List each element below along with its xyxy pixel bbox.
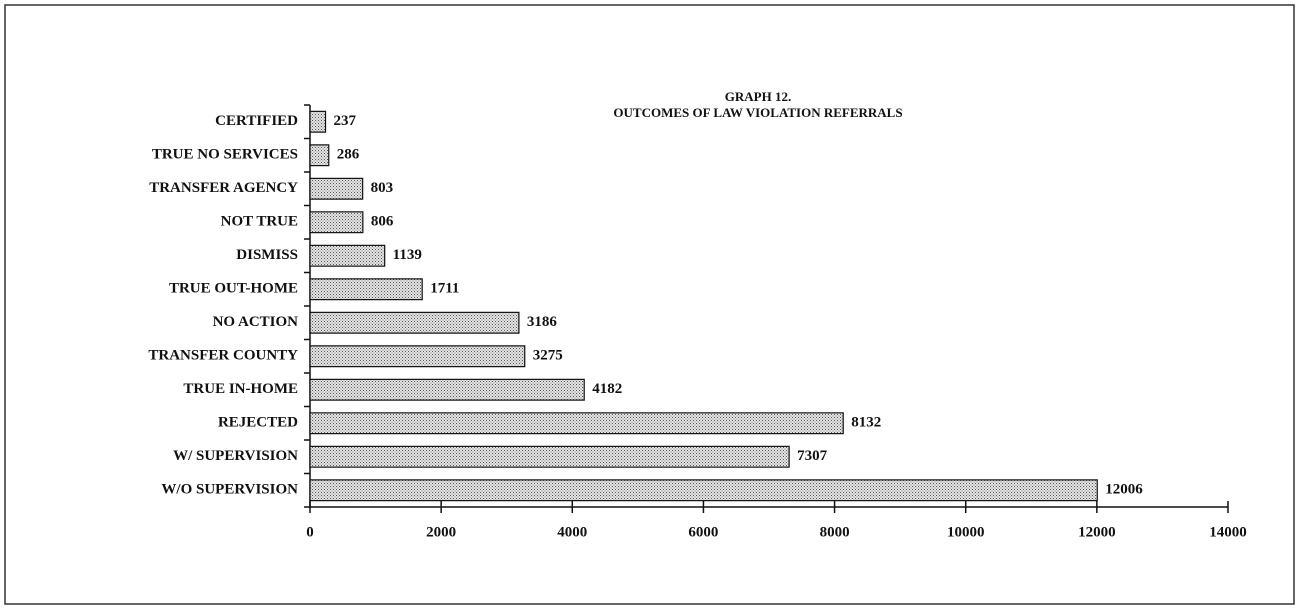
y-tick-label: CERTIFIED [215, 113, 298, 129]
frame [4, 4, 1295, 605]
value-label: 4182 [592, 381, 622, 397]
value-label: 1711 [430, 281, 459, 297]
x-tick-label: 0 [306, 524, 314, 540]
bar [309, 345, 526, 368]
x-tick-label: 10000 [947, 524, 985, 540]
y-tick-label: NOT TRUE [221, 214, 298, 230]
value-label: 12006 [1105, 482, 1143, 498]
x-tick-label: 4000 [557, 524, 587, 540]
y-tick-label: REJECTED [218, 415, 298, 431]
bar [309, 445, 790, 468]
value-label: 8132 [851, 415, 881, 431]
y-tick-label: TRUE OUT-HOME [169, 281, 298, 297]
bar [309, 479, 1098, 502]
bar [309, 144, 330, 167]
y-tick-label: NO ACTION [213, 314, 299, 330]
y-tick-label: TRUE IN-HOME [183, 381, 298, 397]
y-tick-label: TRUE NO SERVICES [152, 147, 298, 163]
y-tick-label: W/ SUPERVISION [173, 448, 298, 464]
y-tick-label: TRANSFER AGENCY [149, 180, 298, 196]
x-tick-label: 8000 [820, 524, 850, 540]
bar [309, 378, 585, 401]
y-tick-label: DISMISS [236, 247, 298, 263]
value-label: 237 [334, 113, 357, 129]
bar [309, 278, 423, 301]
value-label: 3275 [533, 348, 563, 364]
bar [309, 412, 844, 435]
value-label: 806 [371, 214, 394, 230]
value-label: 803 [371, 180, 394, 196]
value-label: 7307 [797, 448, 828, 464]
bar [309, 311, 520, 334]
x-tick-label: 6000 [688, 524, 718, 540]
bar [309, 177, 364, 200]
value-label: 3186 [527, 314, 558, 330]
y-tick-label: TRANSFER COUNTY [148, 348, 298, 364]
chart-subtitle: OUTCOMES OF LAW VIOLATION REFERRALS [613, 105, 902, 120]
x-tick-label: 14000 [1209, 524, 1247, 540]
bar [309, 211, 364, 234]
value-label: 1139 [393, 247, 422, 263]
bar [309, 244, 386, 267]
value-label: 286 [337, 147, 360, 163]
chart-title: GRAPH 12. [725, 89, 791, 104]
x-tick-label: 12000 [1078, 524, 1116, 540]
y-tick-label: W/O SUPERVISION [161, 482, 298, 498]
bar [309, 110, 327, 133]
x-tick-label: 2000 [426, 524, 456, 540]
